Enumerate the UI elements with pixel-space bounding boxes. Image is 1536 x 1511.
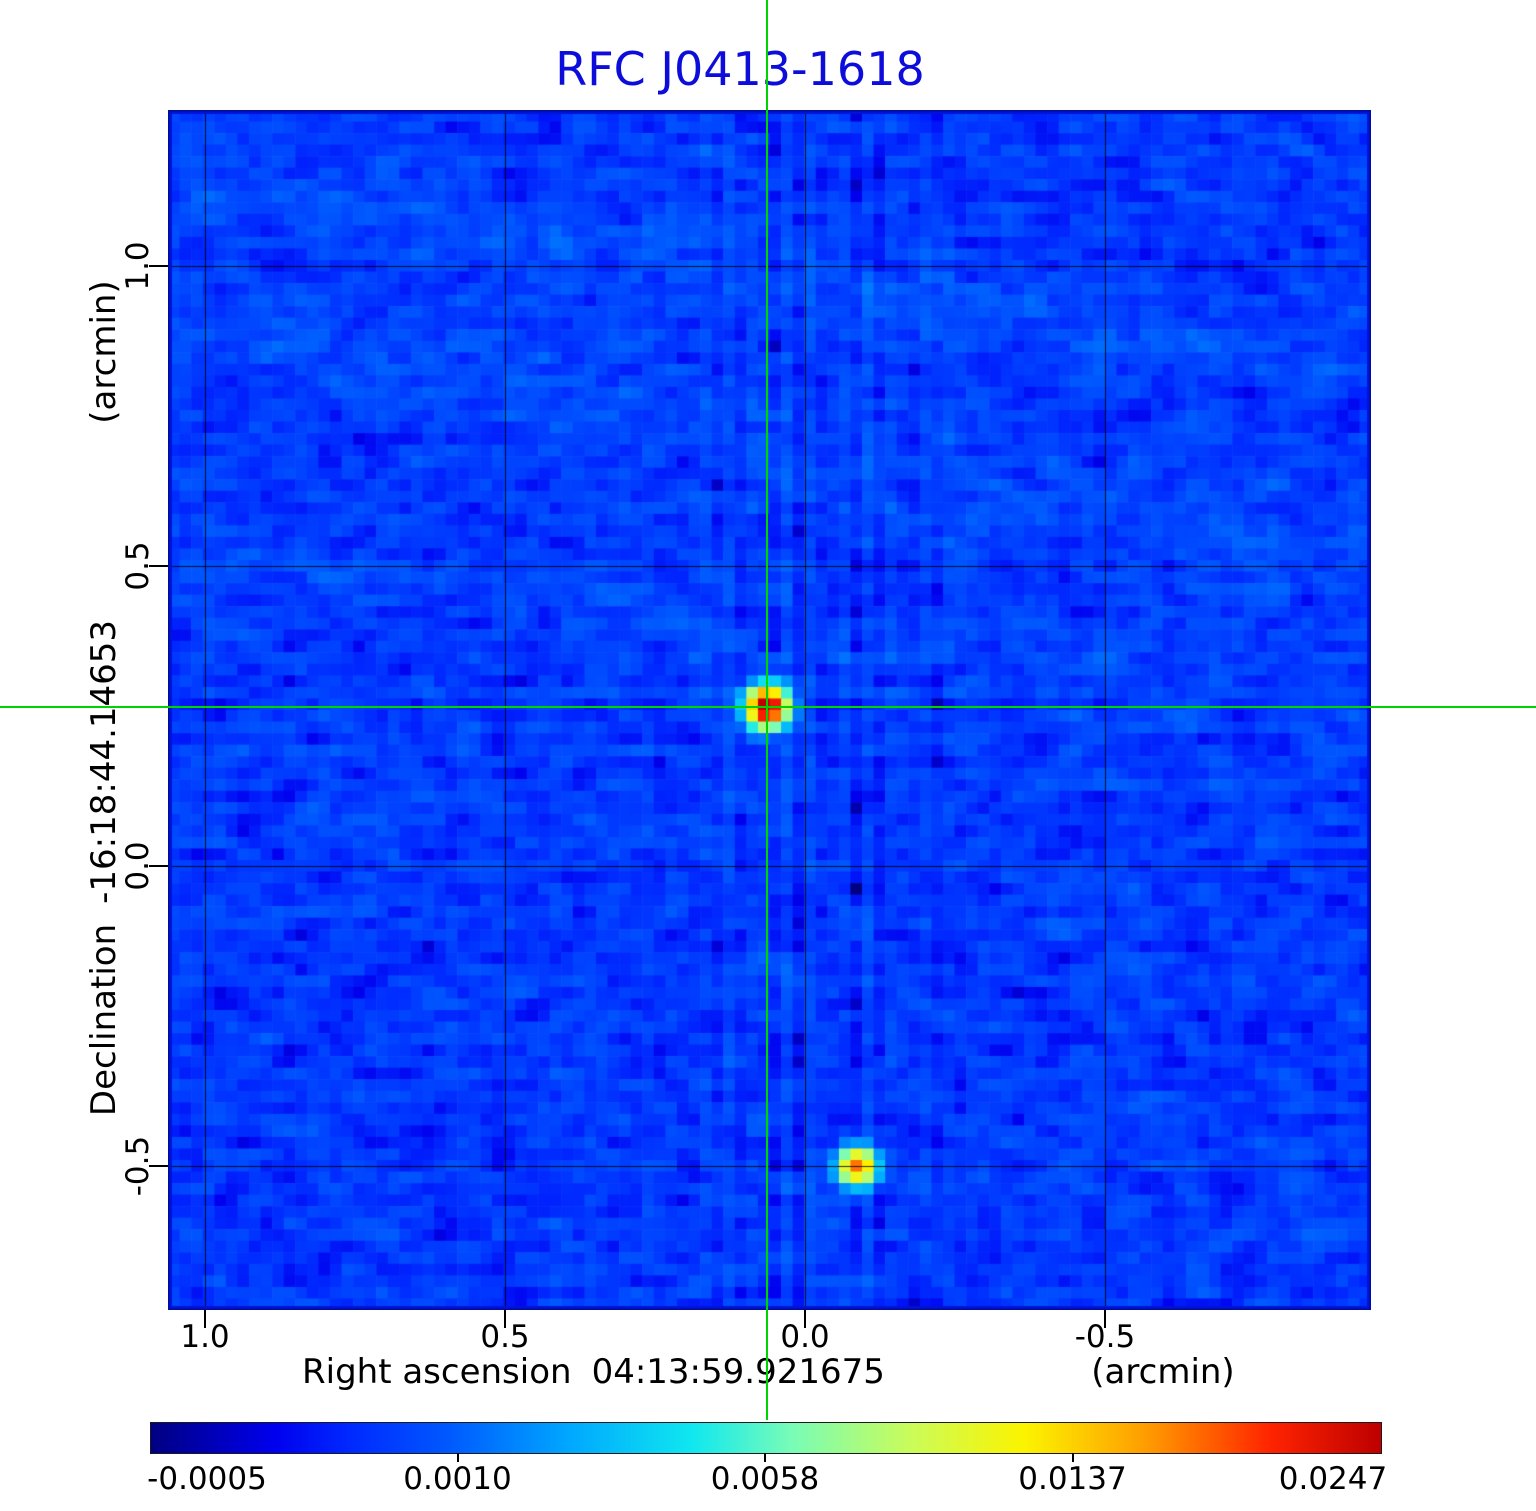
tick-mark xyxy=(1104,1310,1106,1328)
colorbar-tick-label: 0.0010 xyxy=(403,1461,512,1497)
colorbar-tick-label: 0.0058 xyxy=(710,1461,820,1497)
tick-mark xyxy=(149,565,168,567)
intensity-colorbar xyxy=(150,1422,1382,1454)
colorbar-tick-mark xyxy=(456,1453,459,1462)
y-axis-title: Declination -16:18:44.14653 xyxy=(84,620,124,1116)
x-axis-title: Right ascension 04:13:59.921675 xyxy=(302,1352,885,1392)
y-axis-coordinate: -16:18:44.14653 xyxy=(84,619,124,904)
tick-mark xyxy=(204,1310,206,1328)
x-axis-name: Right ascension xyxy=(302,1352,572,1392)
crosshair-horizontal-line xyxy=(0,706,1536,708)
page-title: RFC J0413-1618 xyxy=(555,42,925,96)
radio-intensity-heatmap xyxy=(168,110,1371,1310)
tick-mark xyxy=(149,265,168,267)
tick-mark xyxy=(804,1310,806,1328)
crosshair-vertical-line xyxy=(766,0,769,1420)
y-axis-unit: (arcmin) xyxy=(84,280,124,424)
y-axis-name: Declination xyxy=(84,923,124,1117)
tick-mark xyxy=(504,1310,506,1328)
tick-mark xyxy=(149,865,168,867)
x-axis-unit: (arcmin) xyxy=(1091,1352,1235,1392)
colorbar-tick-mark xyxy=(1071,1453,1074,1462)
tick-mark xyxy=(149,1165,168,1167)
colorbar-tick-mark xyxy=(764,1453,766,1462)
colorbar-tick-label: 0.0137 xyxy=(1018,1461,1127,1497)
colorbar-tick-label: -0.0005 xyxy=(147,1461,267,1497)
colorbar-tick-label: 0.0247 xyxy=(1278,1461,1388,1497)
x-axis-coordinate: 04:13:59.921675 xyxy=(591,1352,885,1392)
